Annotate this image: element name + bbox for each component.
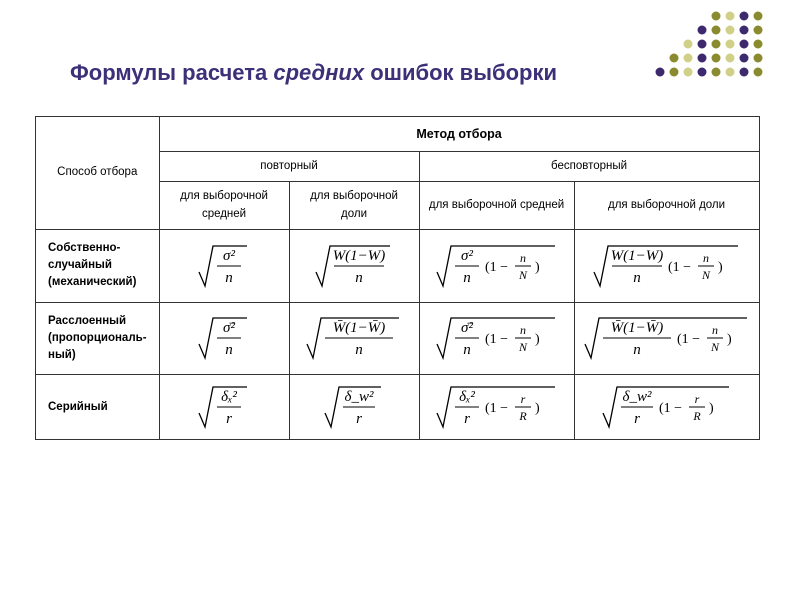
- formula-0-0: σ² n: [159, 229, 289, 302]
- title-prefix: Формулы расчета: [70, 60, 273, 85]
- svg-text:R: R: [518, 409, 527, 423]
- row-label-2: Серийный: [36, 375, 160, 440]
- svg-text:(1 −: (1 −: [677, 332, 700, 347]
- method-col-1: бесповторный: [419, 152, 759, 182]
- subcol-3: для выборочной доли: [574, 182, 759, 230]
- svg-text:): ): [709, 401, 714, 416]
- svg-text:n: n: [712, 323, 718, 337]
- svg-text:(1 −: (1 −: [659, 401, 682, 416]
- svg-text:(1 −: (1 −: [485, 401, 508, 416]
- formula-table: Способ отбора Метод отбора повторный бес…: [35, 116, 760, 440]
- svg-text:n: n: [633, 342, 641, 358]
- method-header: Метод отбора: [159, 117, 759, 152]
- subcol-0: для выборочной средней: [159, 182, 289, 230]
- subcol-1: для выборочной доли: [289, 182, 419, 230]
- svg-text:N: N: [701, 268, 711, 282]
- formula-2-1: δ_w²r: [289, 375, 419, 440]
- svg-text:r: r: [226, 411, 232, 427]
- svg-text:σ̄²: σ̄²: [461, 320, 473, 336]
- formula-1-0: σ̄² n: [159, 302, 289, 375]
- subcol-2: для выборочной средней: [419, 182, 574, 230]
- svg-text:n: n: [225, 342, 233, 358]
- svg-text:n: n: [463, 270, 471, 286]
- svg-text:n: n: [355, 342, 363, 358]
- table-row: Собственно-случайный (механический)σ²nW(…: [36, 229, 760, 302]
- svg-text:n: n: [463, 342, 471, 358]
- svg-text:n: n: [703, 251, 709, 265]
- formula-2-3: δ_w²r(1 −rR): [574, 375, 759, 440]
- svg-text:N: N: [710, 340, 720, 354]
- svg-text:n: n: [520, 251, 526, 265]
- svg-text:R: R: [692, 409, 701, 423]
- title-italic: средних: [273, 60, 364, 85]
- svg-text:(1 −: (1 −: [485, 260, 508, 275]
- svg-text:(1 −: (1 −: [668, 260, 691, 275]
- svg-text:n: n: [633, 270, 641, 286]
- svg-text:δₓ²: δₓ²: [459, 389, 475, 405]
- svg-text:n: n: [355, 270, 363, 286]
- svg-text:r: r: [356, 411, 362, 427]
- row-header-title: Способ отбора: [36, 117, 160, 230]
- table-row: Серийныйδₓ²rδ_w²rδₓ²r(1 −rR)δ_w²r(1 −rR): [36, 375, 760, 440]
- svg-text:n: n: [520, 323, 526, 337]
- svg-text:(1 −: (1 −: [485, 332, 508, 347]
- row-label-1: Расслоенный (пропорциональ-ный): [36, 302, 160, 375]
- svg-text:δ_w²: δ_w²: [622, 389, 651, 405]
- svg-text:σ²: σ²: [223, 248, 235, 264]
- table-row: Расслоенный (пропорциональ-ный)σ̄²nW̄(1−…: [36, 302, 760, 375]
- svg-text:): ): [535, 332, 540, 347]
- svg-text:): ): [718, 260, 723, 275]
- method-col-0: повторный: [159, 152, 419, 182]
- svg-text:W(1−W): W(1−W): [333, 248, 386, 264]
- svg-text:N: N: [518, 340, 528, 354]
- svg-text:W(1−W): W(1−W): [610, 248, 663, 264]
- svg-text:r: r: [464, 411, 470, 427]
- formula-2-0: δₓ² r: [159, 375, 289, 440]
- formula-0-2: σ²n(1 −nN): [419, 229, 574, 302]
- svg-text:δ_w²: δ_w²: [345, 389, 374, 405]
- svg-text:r: r: [694, 392, 699, 406]
- formula-2-2: δₓ²r(1 −rR): [419, 375, 574, 440]
- svg-text:W̄(1−W̄): W̄(1−W̄): [610, 320, 663, 336]
- svg-text:r: r: [520, 392, 525, 406]
- formula-1-3: W̄(1−W̄)n(1 −nN): [574, 302, 759, 375]
- svg-text:): ): [727, 332, 732, 347]
- svg-text:W̄(1−W̄): W̄(1−W̄): [333, 320, 386, 336]
- formula-0-3: W(1−W)n(1 −nN): [574, 229, 759, 302]
- formula-0-1: W(1−W) n: [289, 229, 419, 302]
- formula-1-2: σ̄²n(1 −nN): [419, 302, 574, 375]
- svg-text:n: n: [225, 270, 233, 286]
- formula-1-1: W̄(1−W̄) n: [289, 302, 419, 375]
- svg-text:): ): [535, 260, 540, 275]
- svg-text:σ²: σ²: [461, 248, 473, 264]
- svg-text:σ̄²: σ̄²: [223, 320, 235, 336]
- svg-text:r: r: [634, 411, 640, 427]
- svg-text:N: N: [518, 268, 528, 282]
- title-suffix: ошибок выборки: [364, 60, 557, 85]
- corner-dots: [640, 8, 780, 88]
- svg-text:): ): [535, 401, 540, 416]
- svg-text:δₓ²: δₓ²: [221, 389, 237, 405]
- row-label-0: Собственно-случайный (механический): [36, 229, 160, 302]
